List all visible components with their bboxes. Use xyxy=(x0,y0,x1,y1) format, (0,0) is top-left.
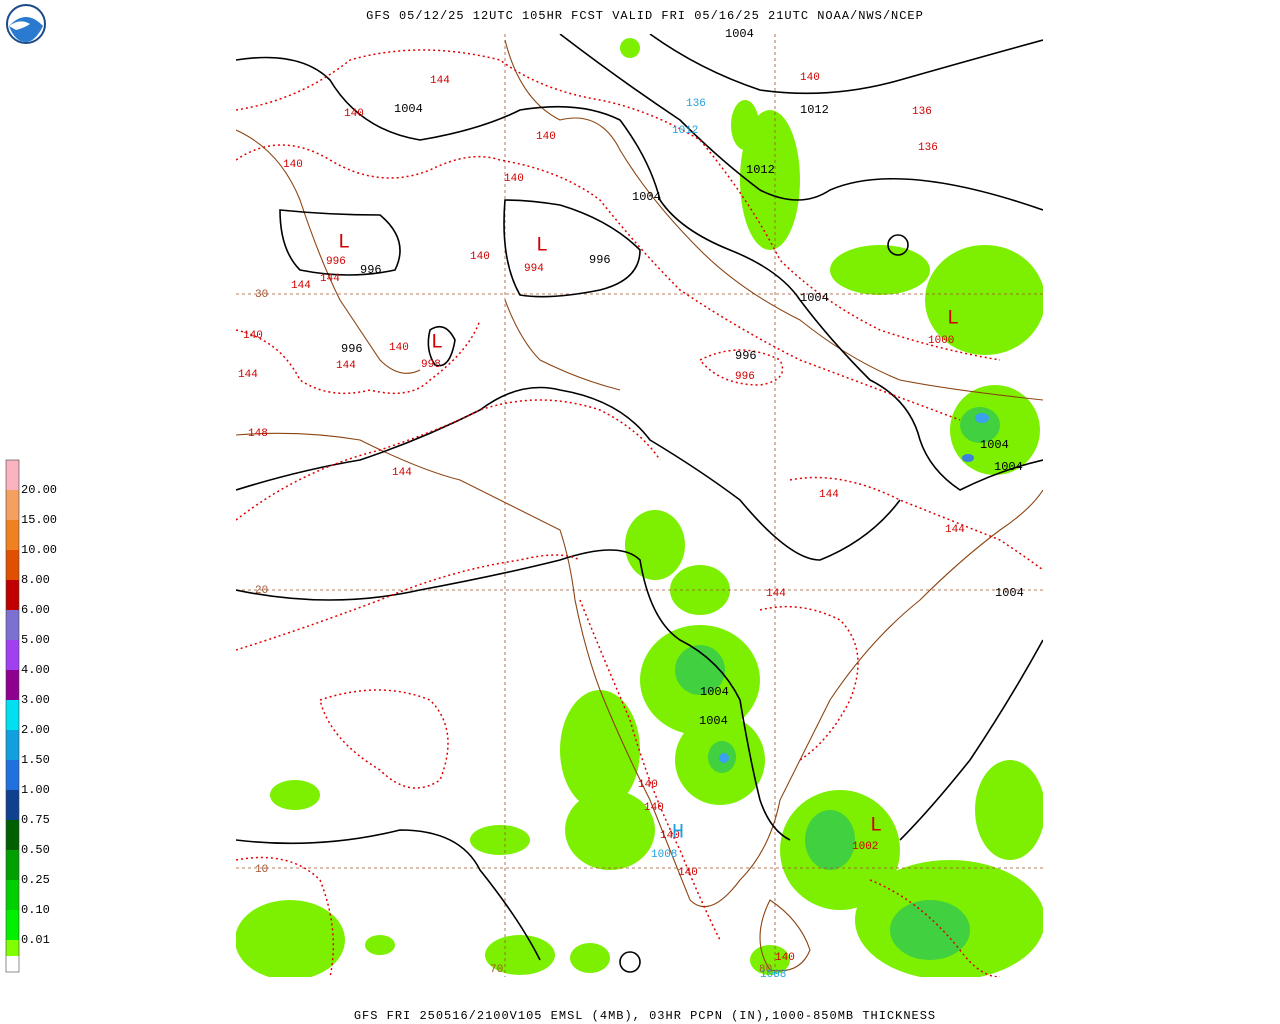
legend-label: 6.00 xyxy=(21,603,50,617)
isobar-label: 1012 xyxy=(800,103,829,117)
pressure-label: 1008 xyxy=(760,969,786,981)
longitude-label: 80 xyxy=(759,964,772,976)
isobar-label: 1012 xyxy=(746,163,775,177)
legend-label: 3.00 xyxy=(21,693,50,707)
thickness-label: 140 xyxy=(389,342,409,354)
latitude-label: 30 xyxy=(255,289,268,301)
legend-label: 0.10 xyxy=(21,903,50,917)
low-marker: L xyxy=(870,814,882,837)
pressure-label: 1008 xyxy=(651,849,677,861)
thickness-label: 140 xyxy=(775,952,795,964)
legend-label: 15.00 xyxy=(21,513,57,527)
isobar-label: 996 xyxy=(341,342,363,356)
thickness-label: 140 xyxy=(660,830,680,842)
pressure-label: 996 xyxy=(326,256,346,268)
legend-label: 0.25 xyxy=(21,873,50,887)
low-marker: L xyxy=(536,234,548,257)
isobar-label: 1004 xyxy=(700,685,729,699)
legend-label: 2.00 xyxy=(21,723,50,737)
thickness-label: 144 xyxy=(336,360,356,372)
thickness-label: 136 xyxy=(912,106,932,118)
map-labels: 1004 140 1012 136 136 144 140 1004 136 1… xyxy=(238,27,1024,981)
pressure-label: 1002 xyxy=(852,841,878,853)
longitude-label: 70 xyxy=(490,964,503,976)
thickness-label: 144 xyxy=(430,75,450,87)
thickness-label: 144 xyxy=(291,280,311,292)
thickness-label: 140 xyxy=(800,72,820,84)
pressure-label: 998 xyxy=(421,359,441,371)
noaa-logo xyxy=(6,4,46,44)
legend-label: 8.00 xyxy=(21,573,50,587)
thickness-label: 140 xyxy=(678,867,698,879)
low-marker: L xyxy=(431,331,443,354)
thickness-label: 140 xyxy=(644,802,664,814)
pressure-label: 1012 xyxy=(672,125,698,137)
thickness-label: 136 xyxy=(918,142,938,154)
thickness-label: 140 xyxy=(283,159,303,171)
latitude-label: 10 xyxy=(255,864,268,876)
thickness-label: 140 xyxy=(243,330,263,342)
thickness-label: 144 xyxy=(945,524,965,536)
thickness-label: 136 xyxy=(686,98,706,110)
isobar-label: 996 xyxy=(735,349,757,363)
legend-label: 0.50 xyxy=(21,843,50,857)
isobar-label: 1004 xyxy=(632,190,661,204)
thickness-label: 140 xyxy=(504,173,524,185)
isobar-label: 1004 xyxy=(995,586,1024,600)
legend-label: 10.00 xyxy=(21,543,57,557)
map-title: GFS 05/12/25 12UTC 105HR FCST VALID FRI … xyxy=(366,9,924,23)
thickness-label: 144 xyxy=(766,588,786,600)
thickness-label: 140 xyxy=(536,131,556,143)
thickness-label: 148 xyxy=(248,428,268,440)
isobar-label: 1004 xyxy=(994,460,1023,474)
thickness-label: 140 xyxy=(638,779,658,791)
thickness-label: 140 xyxy=(470,251,490,263)
isobar-label: 996 xyxy=(589,253,611,267)
legend-label: 0.75 xyxy=(21,813,50,827)
latitude-label: 20 xyxy=(255,585,268,597)
thickness-label: 144 xyxy=(320,273,340,285)
thickness-label: 144 xyxy=(392,467,412,479)
isobar-label: 1004 xyxy=(800,291,829,305)
map xyxy=(236,34,1043,977)
thickness-label: 144 xyxy=(819,489,839,501)
isobar-label: 1004 xyxy=(725,27,754,41)
thickness-label: 140 xyxy=(344,108,364,120)
legend-swatches xyxy=(5,459,20,973)
pressure-label: 994 xyxy=(524,263,544,275)
legend-label: 1.00 xyxy=(21,783,50,797)
legend-label: 4.00 xyxy=(21,663,50,677)
legend-labels: 20.00 15.00 10.00 8.00 6.00 5.00 4.00 3.00 2.00 1… xyxy=(21,483,57,947)
isobar-label: 996 xyxy=(360,263,382,277)
isobar-label: 1004 xyxy=(394,102,423,116)
legend-label: 5.00 xyxy=(21,633,50,647)
high-marker: H xyxy=(672,821,684,844)
low-marker: L xyxy=(947,307,959,330)
legend-label: 1.50 xyxy=(21,753,50,767)
pressure-label: 996 xyxy=(735,371,755,383)
precipitation xyxy=(236,38,1043,977)
isobar-label: 1004 xyxy=(699,714,728,728)
thickness-label: 144 xyxy=(238,369,258,381)
low-marker: L xyxy=(338,231,350,254)
isobar-label: 1004 xyxy=(980,438,1009,452)
legend-label: 0.01 xyxy=(21,933,50,947)
map-footer: GFS FRI 250516/2100V105 EMSL (4MB), 03HR… xyxy=(354,1009,936,1023)
legend-label: 20.00 xyxy=(21,483,57,497)
pressure-label: 1000 xyxy=(928,335,954,347)
